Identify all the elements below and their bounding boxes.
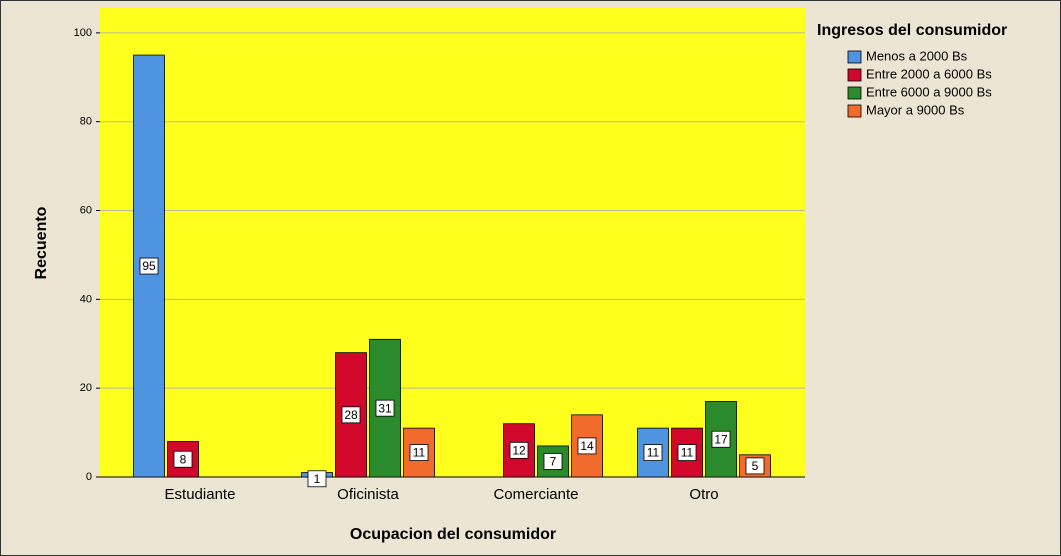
data-label-box: [409, 444, 429, 461]
y-tick-label: 60: [80, 204, 92, 216]
legend-label: Menos a 2000 Bs: [866, 48, 968, 63]
data-label: 11: [681, 446, 694, 460]
data-label: 31: [378, 401, 392, 415]
y-tick-label: 80: [80, 116, 92, 128]
data-label-box: [307, 470, 327, 488]
y-tick-label: 100: [74, 27, 92, 39]
data-label: 17: [714, 432, 728, 446]
legend-swatch: [847, 86, 862, 100]
y-tick-label: 20: [80, 382, 92, 394]
y-tick-label: 0: [86, 471, 92, 483]
data-label: 5: [752, 459, 759, 473]
legend-swatch: [847, 104, 862, 118]
y-axis-label: Recuento: [33, 206, 50, 279]
x-axis-label: Ocupacion del consumidor: [350, 526, 556, 543]
data-label: 11: [413, 446, 426, 460]
data-label: 14: [580, 439, 594, 453]
x-tick-label: Oficinista: [337, 486, 399, 503]
data-label-box: [543, 453, 563, 470]
legend-label: Entre 6000 a 9000 Bs: [866, 84, 992, 99]
legend-title: Ingresos del consumidor: [817, 22, 1007, 39]
legend-label: Mayor a 9000 Bs: [866, 102, 965, 117]
legend-label: Entre 2000 a 6000 Bs: [866, 66, 992, 81]
y-tick-label: 40: [80, 293, 92, 305]
plot-area: [100, 8, 805, 477]
data-label-box: [173, 450, 193, 468]
data-label-box: [375, 399, 395, 417]
data-label-box: [643, 444, 663, 461]
data-label: 12: [512, 444, 526, 458]
data-label: 7: [550, 455, 557, 469]
data-label-box: [509, 441, 529, 459]
x-tick-label: Estudiante: [165, 486, 236, 503]
data-label: 11: [647, 446, 660, 460]
data-label-box: [577, 437, 597, 455]
data-label-box: [341, 406, 361, 424]
data-label-box: [745, 457, 765, 475]
x-tick-label: Otro: [689, 486, 718, 503]
data-label: 95: [142, 259, 156, 273]
data-label-box: [139, 257, 159, 275]
data-label: 28: [344, 408, 358, 422]
legend-swatch: [847, 50, 862, 64]
x-tick-label: Comerciante: [493, 486, 578, 503]
data-label-box: [711, 430, 731, 448]
data-label: 8: [180, 452, 187, 466]
legend-swatch: [847, 68, 862, 82]
data-label-box: [677, 444, 697, 461]
data-label: 1: [314, 472, 321, 486]
